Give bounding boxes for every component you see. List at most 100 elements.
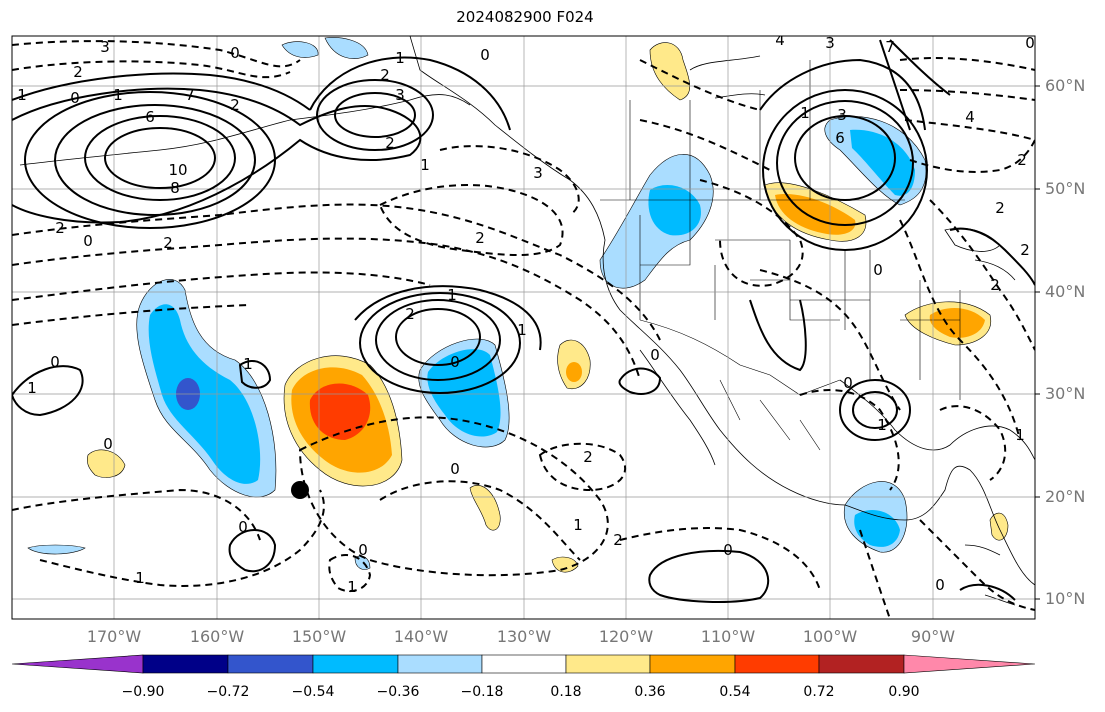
colorbar-segment	[142, 654, 229, 674]
contour-label: 0	[230, 44, 240, 62]
positive-anomaly-region	[989, 512, 1009, 541]
contour-label: 2	[55, 219, 65, 237]
baja-coastline	[639, 349, 716, 466]
contour-label: 1	[27, 379, 37, 397]
contour-line-positive	[12, 72, 311, 111]
contour-label: 0	[450, 460, 460, 478]
contour-line-negative	[12, 237, 641, 381]
contour-label: 2	[995, 199, 1005, 217]
contour-label: 8	[170, 179, 180, 197]
contour-label: 3	[825, 34, 835, 52]
contour-line-positive	[959, 583, 1016, 601]
contour-label: 2	[613, 531, 623, 549]
colorbar-segment	[565, 654, 651, 674]
colorbar-tick-label: −0.36	[376, 684, 420, 700]
contour-label: 0	[358, 541, 368, 559]
lat-label: 40°N	[1045, 282, 1086, 301]
contour-label: 2	[475, 229, 485, 247]
positive-anomaly-region	[551, 556, 579, 573]
contour-label: 0	[450, 353, 460, 371]
negative-anomaly-region	[850, 129, 915, 196]
contour-line-positive	[54, 104, 256, 216]
colorbar-under-cap	[11, 654, 144, 674]
contour-line-negative	[12, 60, 291, 79]
lon-label: 100°W	[802, 627, 858, 646]
colorbar-over-cap	[903, 654, 1036, 674]
contour-label: 0	[480, 46, 490, 64]
contour-line-negative	[378, 184, 564, 256]
lon-label: 140°W	[393, 627, 449, 646]
contour-line-negative	[899, 57, 1035, 141]
contour-line-negative	[929, 199, 1035, 351]
colorbar-tick-label: 0.72	[803, 684, 835, 700]
negative-anomaly-region	[281, 41, 319, 58]
positive-contours	[12, 39, 1035, 603]
contour-line-negative	[12, 488, 261, 541]
positive-anomaly-region	[469, 485, 501, 531]
contour-line-positive	[776, 100, 914, 226]
contour-line-negative	[619, 527, 821, 591]
contour-line-negative	[298, 416, 609, 577]
contour-line-negative	[899, 219, 1021, 441]
contour-line-positive	[879, 39, 951, 131]
contour-line-positive	[228, 529, 277, 573]
contour-line-positive	[794, 115, 896, 201]
contour-label: 3	[395, 86, 405, 104]
colorbar-segment	[227, 654, 314, 674]
contour-label: 0	[650, 346, 660, 364]
contour-line-positive	[618, 367, 662, 395]
contour-label: 2	[73, 63, 83, 81]
lon-label: 160°W	[189, 627, 245, 646]
contour-label: 1	[243, 355, 253, 373]
contour-label: 7	[885, 38, 895, 56]
contour-line-negative	[859, 529, 891, 619]
contour-label: 0	[873, 261, 883, 279]
contour-line-positive	[749, 299, 807, 372]
colorbar-tick-label: 0.18	[550, 684, 582, 700]
colorbar	[11, 654, 1036, 674]
contour-label: 1	[573, 516, 583, 534]
colorbar-tick-label: −0.90	[121, 684, 165, 700]
contour-label: 0	[723, 541, 733, 559]
contour-line-negative	[909, 139, 1035, 173]
contour-label: 1	[347, 578, 357, 596]
contour-label: 7	[185, 86, 195, 104]
contour-label: 1	[517, 321, 527, 339]
contour-line-negative	[939, 405, 1007, 481]
contour-label: 1	[420, 156, 430, 174]
contour-label: 6	[145, 108, 155, 126]
contour-line-negative	[699, 179, 804, 287]
contour-label: 0	[843, 374, 853, 392]
colorbar-segment	[649, 654, 736, 674]
contour-line-positive	[309, 56, 511, 131]
colorbar-segment	[481, 654, 567, 674]
positive-anomaly-region	[86, 449, 126, 478]
lon-label: 90°W	[910, 627, 956, 646]
contour-line-positive	[949, 227, 1035, 286]
contour-label: 2	[380, 66, 390, 84]
contour-line-negative	[12, 271, 431, 301]
colorbar-tick-label: 0.36	[634, 684, 666, 700]
contour-line-positive	[359, 292, 521, 394]
contour-label: 1	[447, 286, 457, 304]
negative-anomaly-region	[324, 37, 369, 59]
contour-label: 2	[405, 305, 415, 323]
colorbar-tick-label: −0.72	[206, 684, 250, 700]
contour-label: 4	[965, 108, 975, 126]
contour-label: 1	[135, 569, 145, 587]
contour-label: 2	[385, 134, 395, 152]
contour-line-negative	[538, 442, 627, 492]
positive-anomaly-region	[566, 362, 582, 382]
contour-label: 0	[83, 232, 93, 250]
contour-label: 2	[1017, 151, 1027, 169]
contour-label: 3	[533, 164, 543, 182]
contour-label: 2	[230, 96, 240, 114]
us-mexico-border	[639, 319, 841, 396]
map-frame	[11, 35, 1036, 620]
positive-anomaly-region	[929, 308, 985, 338]
contour-label: 2	[1020, 241, 1030, 259]
lon-label: 110°W	[700, 627, 756, 646]
lat-label: 10°N	[1045, 589, 1086, 608]
colorbar-segment	[312, 654, 399, 674]
